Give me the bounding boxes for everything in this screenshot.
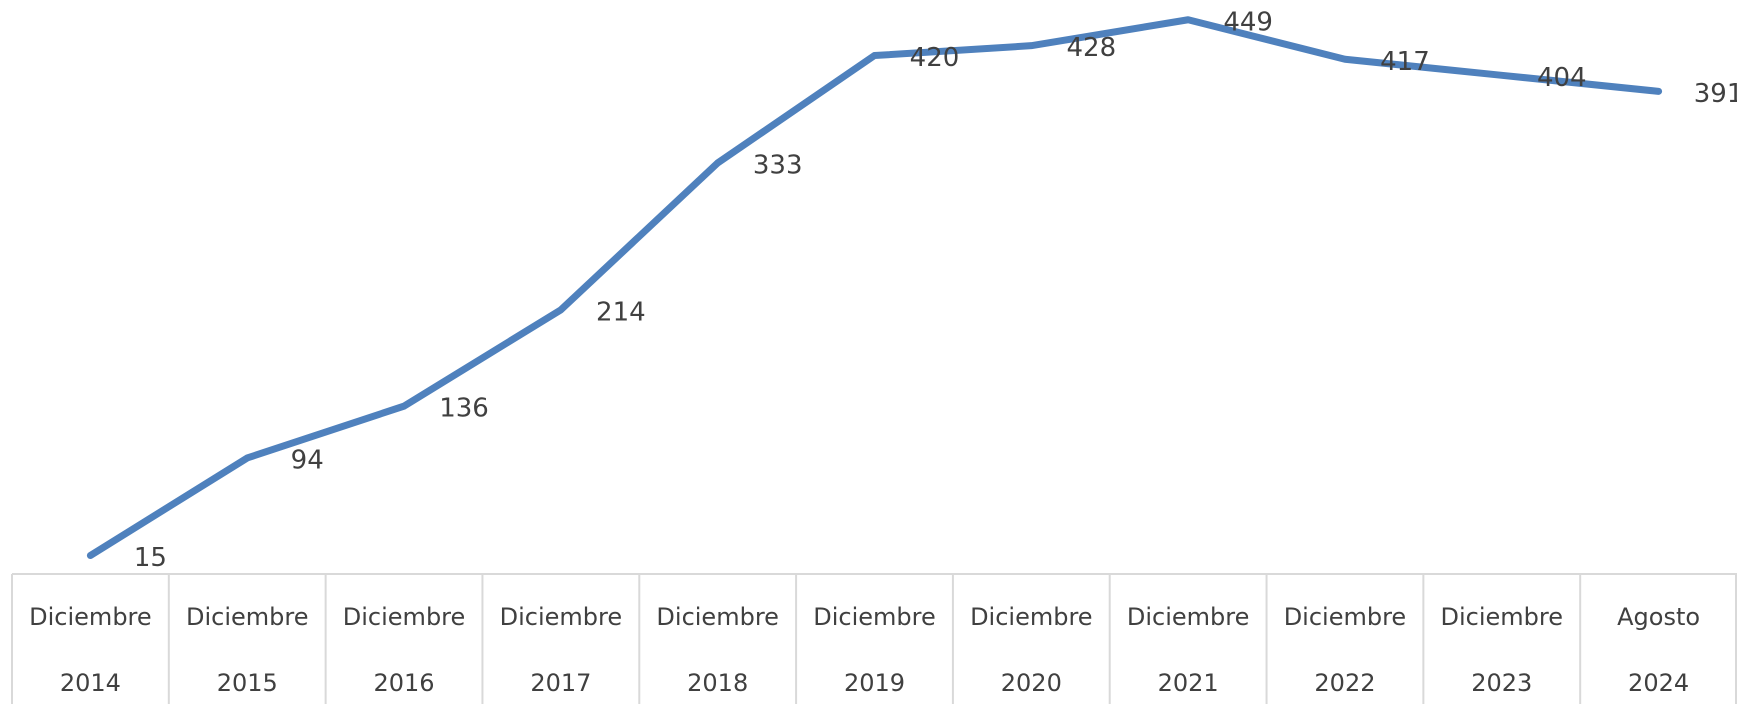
x-tick-label: Agosto (1617, 603, 1700, 631)
data-label: 214 (596, 297, 646, 327)
x-tick-label: Diciembre (29, 603, 152, 631)
x-tick-label: 2021 (1158, 669, 1219, 697)
data-label: 420 (910, 43, 960, 73)
x-tick-label: Diciembre (500, 603, 623, 631)
x-tick-label: 2015 (217, 669, 278, 697)
x-tick-label: Diciembre (813, 603, 936, 631)
data-label: 333 (753, 150, 803, 180)
data-label: 136 (439, 394, 489, 424)
data-label: 391 (1694, 79, 1737, 109)
x-tick-label: Diciembre (1127, 603, 1250, 631)
x-tick-label: Diciembre (1284, 603, 1407, 631)
x-tick-label: Diciembre (1441, 603, 1564, 631)
x-tick-label: 2017 (530, 669, 591, 697)
x-tick-label: 2014 (60, 669, 121, 697)
x-tick-label: 2019 (844, 669, 905, 697)
x-tick-label: Diciembre (656, 603, 779, 631)
x-tick-label: Diciembre (343, 603, 466, 631)
data-label: 417 (1380, 47, 1430, 77)
data-label: 449 (1223, 7, 1273, 37)
data-label: 404 (1537, 63, 1587, 93)
data-label: 15 (134, 543, 167, 573)
x-tick-label: 2022 (1314, 669, 1375, 697)
x-tick-label: Diciembre (970, 603, 1093, 631)
data-label: 428 (1066, 33, 1116, 63)
x-tick-label: 2016 (374, 669, 435, 697)
x-tick-label: 2018 (687, 669, 748, 697)
x-tick-label: 2024 (1628, 669, 1689, 697)
x-tick-label: 2023 (1471, 669, 1532, 697)
x-tick-label: Diciembre (186, 603, 309, 631)
line-series (86, 16, 1663, 559)
data-label: 94 (291, 445, 324, 475)
x-tick-label: 2020 (1001, 669, 1062, 697)
